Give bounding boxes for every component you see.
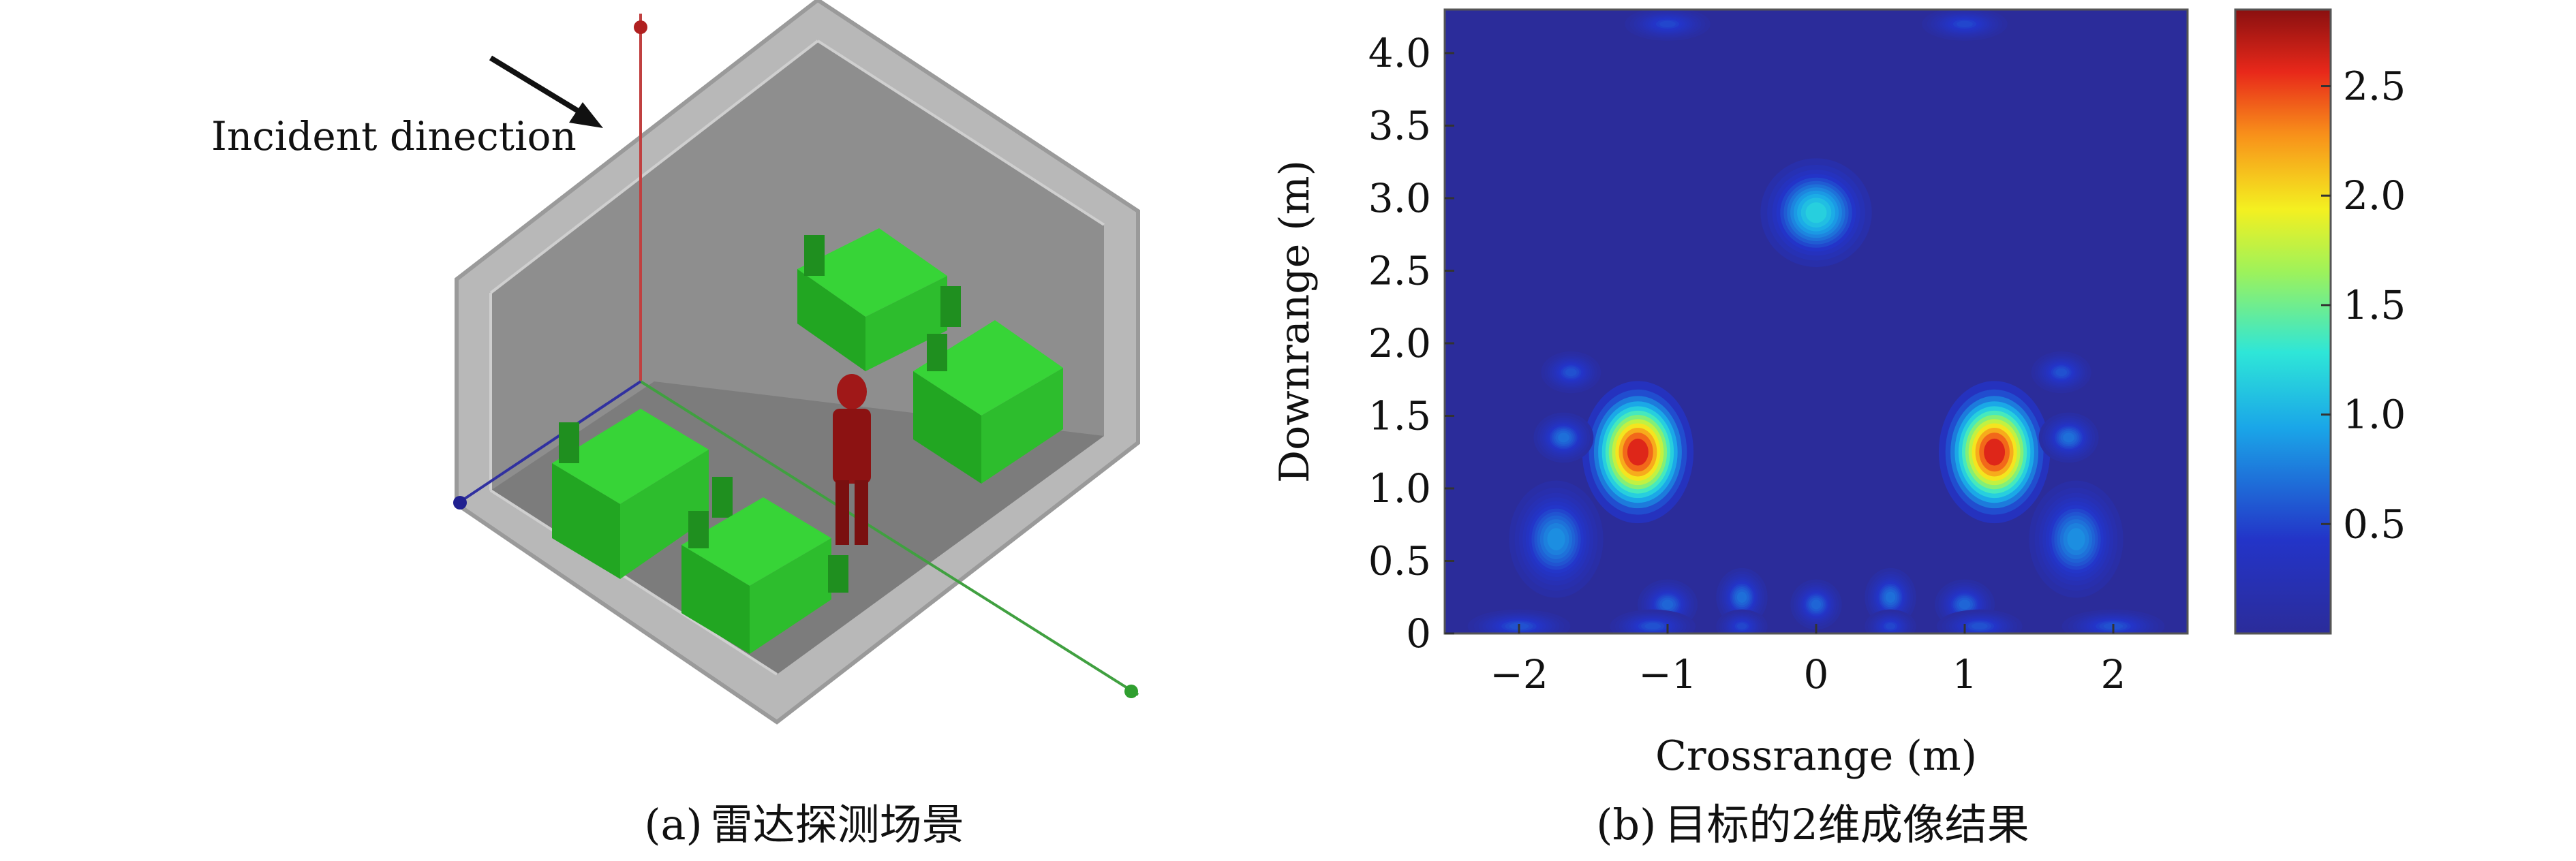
heatmap-peak-8	[2055, 368, 2068, 377]
heatmap-peak-7	[1565, 368, 1577, 377]
heatmap-peak-2	[1805, 202, 1827, 223]
desk-front	[681, 497, 848, 654]
heatmap-peak-1	[1984, 438, 2006, 466]
heatmap-blob-layer	[1467, 10, 2165, 633]
colorbar-tick-label: 1.5	[2343, 282, 2406, 328]
colorbar-ticks: 0.5 1.0 1.5 2.0 2.5	[2321, 63, 2406, 547]
caption-label: (a)	[644, 800, 703, 849]
y-tick-label: 1.0	[1368, 465, 1431, 512]
caption-panel-a: (a) 雷达探测场景	[644, 790, 964, 851]
colorbar	[2234, 8, 2332, 635]
x-tick-label: 0	[1804, 651, 1829, 698]
heatmap-peak-9	[1661, 599, 1674, 610]
desk-top-right	[797, 228, 961, 371]
colorbar-tick-label: 2.0	[2343, 172, 2406, 219]
colorbar-tick-label: 1.0	[2343, 392, 2406, 438]
x-tick-label: −2	[1490, 651, 1548, 698]
room-edge-line	[816, 40, 1105, 226]
y-tick-label: 2.0	[1368, 320, 1431, 366]
y-tick-label: 2.5	[1368, 247, 1431, 294]
heatmap-peak-5	[1558, 433, 1569, 443]
y-axis-line	[455, 380, 642, 505]
y-tick-label: 0.5	[1368, 537, 1431, 584]
heatmap-peak-11	[1811, 599, 1822, 610]
y-tick-label: 3.5	[1368, 102, 1431, 148]
y-tick-label: 0	[1406, 610, 1431, 657]
x-axis-line	[639, 380, 1139, 696]
heatmap-peak-15	[1971, 623, 1988, 630]
incident-direction-arrow	[489, 55, 588, 119]
x-axis-label: Crossrange (m)	[1655, 732, 1977, 780]
caption-panel-b: (b) 目标的2维成像结果	[1596, 790, 2029, 851]
incident-arrowhead	[569, 102, 603, 128]
axis-end-marker	[1124, 685, 1138, 698]
heatmap-peak-4	[2067, 528, 2085, 550]
colorbar-tick-label: 0.5	[2343, 501, 2406, 547]
desk-right	[913, 320, 1063, 484]
heatmap-peak-12	[1885, 591, 1896, 603]
imaging-result-chart: −2 −1 0 1 2 0 0.5 1.0 1.5 2.0 2.5 3.0 3.5 4.0 Crossr…	[1271, 8, 2406, 780]
y-tick-label: 1.5	[1368, 392, 1431, 439]
heatmap-peak-13	[1959, 599, 1971, 610]
heatmap-peak-20	[1659, 20, 1676, 27]
heatmap-peak-10	[1736, 591, 1747, 603]
x-axis: −2 −1 0 1 2	[1490, 624, 2126, 698]
y-axis: 0 0.5 1.0 1.5 2.0 2.5 3.0 3.5 4.0	[1368, 30, 1454, 657]
desk-left	[552, 409, 733, 579]
heatmap-peak-19	[1885, 623, 1896, 630]
y-axis-label: Downrange (m)	[1271, 160, 1319, 483]
room-edge-line	[489, 489, 778, 676]
heatmap-peak-14	[1644, 623, 1661, 630]
colorbar-tick-label: 2.5	[2343, 63, 2406, 109]
caption-text: 目标的2维成像结果	[1664, 800, 2029, 849]
x-tick-label: 2	[2101, 651, 2126, 698]
y-tick-label: 3.0	[1368, 175, 1431, 221]
caption-text: 雷达探测场景	[710, 800, 964, 849]
axis-end-marker	[453, 496, 467, 510]
heatmap-peak-18	[1736, 623, 1747, 630]
caption-label: (b)	[1596, 800, 1657, 849]
human-target-figure	[833, 374, 871, 545]
heatmap-peak-3	[1547, 528, 1565, 550]
x-tick-label: 1	[1952, 651, 1978, 698]
axis-end-marker	[634, 20, 647, 34]
heatmap-peak-0	[1627, 438, 1649, 466]
radar-scene-illustration: Incident dinection	[211, 0, 1140, 725]
room-edge-line	[489, 40, 819, 294]
x-tick-label: −1	[1638, 651, 1697, 698]
heatmap-peak-21	[1957, 20, 1973, 27]
incident-direction-label: Incident dinection	[211, 113, 577, 159]
heatmap-peak-6	[2063, 433, 2074, 443]
y-tick-label: 4.0	[1368, 30, 1431, 76]
